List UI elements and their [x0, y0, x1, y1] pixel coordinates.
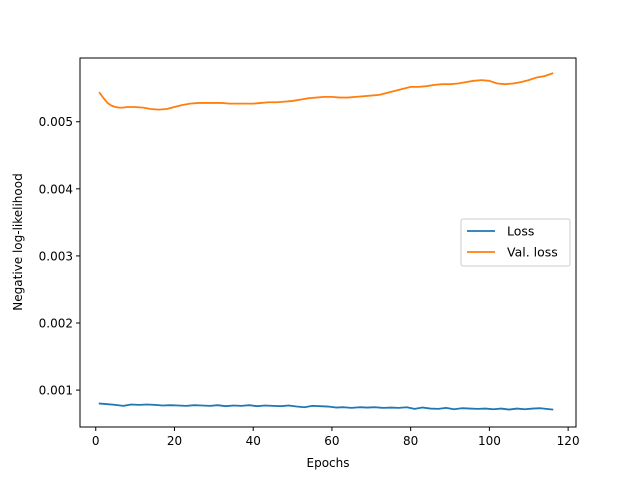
y-tick-label: 0.001 — [39, 384, 73, 398]
x-tick-label: 20 — [167, 434, 182, 448]
y-tick-label: 0.004 — [39, 182, 73, 196]
x-tick-label: 60 — [324, 434, 339, 448]
y-axis-ticks: 0.001 0.002 0.003 0.004 0.005 — [39, 115, 80, 398]
series-layer — [98, 72, 554, 411]
plot-frame — [79, 57, 577, 428]
y-tick-label: 0.005 — [39, 115, 73, 129]
series-line-val-loss — [98, 72, 554, 111]
y-tick-label: 0.002 — [39, 317, 73, 331]
x-tick-label: 80 — [403, 434, 418, 448]
x-axis-ticks: 0 20 40 60 80 100 120 — [92, 427, 580, 448]
x-tick-label: 120 — [557, 434, 580, 448]
x-tick-label: 0 — [92, 434, 100, 448]
y-tick-label: 0.003 — [39, 249, 73, 263]
x-tick-label: 40 — [246, 434, 261, 448]
series-line-loss — [98, 402, 554, 411]
x-axis-title: Epochs — [307, 456, 350, 470]
y-axis-title: Negative log-likelihood — [11, 173, 25, 310]
legend-label-val-loss: Val. loss — [507, 245, 558, 260]
legend: Loss Val. loss — [460, 218, 571, 267]
x-tick-label: 100 — [478, 434, 501, 448]
legend-label-loss: Loss — [507, 224, 534, 239]
